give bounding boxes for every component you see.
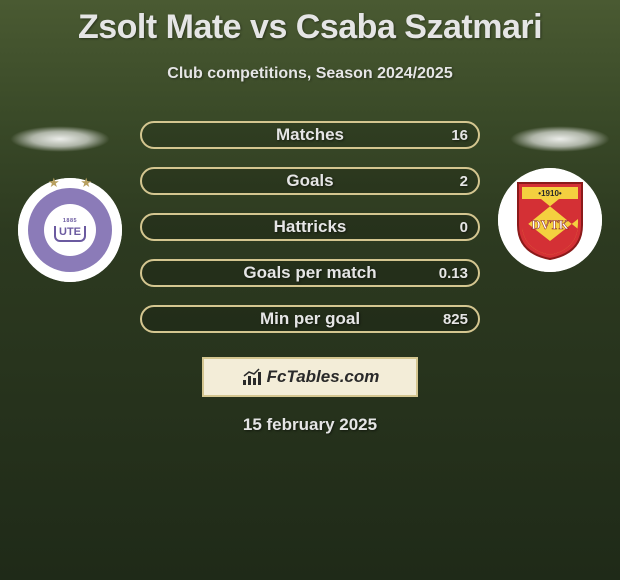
- chart-icon: [241, 368, 263, 386]
- stat-label: Matches: [276, 125, 344, 145]
- stat-value-right: 2: [460, 173, 468, 190]
- stat-row-min-per-goal: Min per goal 825: [140, 305, 480, 333]
- stat-row-hattricks: Hattricks 0: [140, 213, 480, 241]
- logo-text: FcTables.com: [267, 367, 380, 387]
- player-shadow-right: [510, 126, 610, 152]
- stat-value-right: 0: [460, 219, 468, 236]
- badge-inner: 1885 UTE: [44, 204, 96, 256]
- stat-value-right: 16: [451, 127, 468, 144]
- stat-value-right: 825: [443, 311, 468, 328]
- stat-row-matches: Matches 16: [140, 121, 480, 149]
- shield-icon: •1910• DVTK: [514, 179, 586, 261]
- badge-abbrev: UTE: [54, 226, 86, 242]
- stat-value-right: 0.13: [439, 265, 468, 282]
- svg-text:DVTK: DVTK: [531, 217, 569, 232]
- stat-label: Goals: [286, 171, 333, 191]
- badge-ring: 1885 UTE: [28, 188, 112, 272]
- team-badge-right: •1910• DVTK: [498, 168, 602, 272]
- badge-year: 1885: [63, 218, 77, 224]
- stat-row-goals: Goals 2: [140, 167, 480, 195]
- page-title: Zsolt Mate vs Csaba Szatmari: [0, 0, 620, 47]
- stat-row-goals-per-match: Goals per match 0.13: [140, 259, 480, 287]
- svg-text:•1910•: •1910•: [538, 189, 562, 198]
- stat-label: Min per goal: [260, 309, 360, 329]
- page-subtitle: Club competitions, Season 2024/2025: [0, 65, 620, 83]
- player-shadow-left: [10, 126, 110, 152]
- stat-label: Hattricks: [274, 217, 347, 237]
- match-date: 15 february 2025: [0, 415, 620, 435]
- site-logo: FcTables.com: [202, 357, 418, 397]
- star-icon: ★: [80, 175, 92, 191]
- team-badge-left: ★ ★ 1885 UTE: [18, 178, 122, 282]
- stat-label: Goals per match: [243, 263, 376, 283]
